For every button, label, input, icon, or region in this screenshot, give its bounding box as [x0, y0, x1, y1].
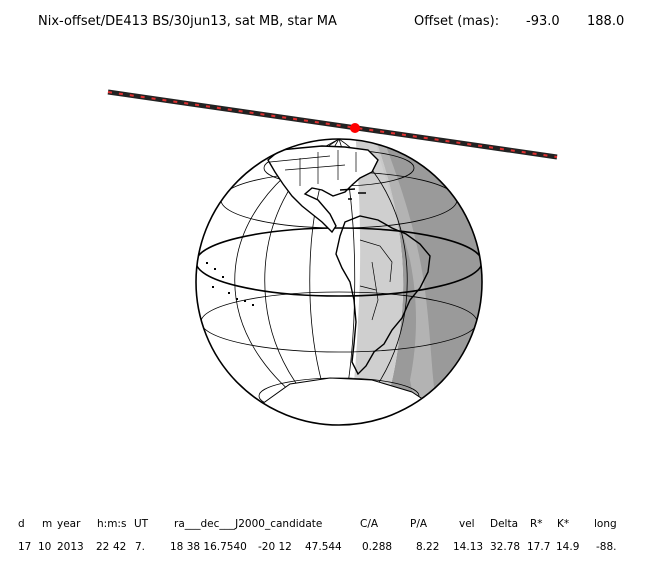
value-vel: 14.13	[453, 541, 484, 553]
value-delta: 32.78	[490, 541, 521, 553]
twilight-band-inner	[372, 139, 440, 425]
caribbean-islands	[339, 188, 366, 200]
col-header-radec: ra___dec___J2000_candidate	[174, 518, 323, 530]
equator-line	[196, 227, 482, 297]
state-borders	[269, 150, 357, 186]
col-header-day: d	[18, 518, 25, 530]
value-pa: 8.22	[416, 541, 440, 553]
value-second: 7.	[135, 541, 146, 553]
col-header-ca: C/A	[360, 518, 379, 530]
plot-title: Nix-offset/DE413 BS/30jun13, sat MB, sta…	[38, 14, 337, 29]
col-header-ut: UT	[134, 518, 149, 530]
closest-approach-marker	[350, 123, 360, 133]
value-ca: 0.288	[362, 541, 393, 553]
col-header-kstar: K*	[557, 518, 570, 530]
south-america-outline	[335, 215, 431, 376]
value-dec-deg-min: -20 12	[258, 541, 292, 553]
value-year: 2013	[57, 541, 84, 553]
shadow-track	[107, 89, 558, 160]
value-hour: 22	[96, 541, 110, 553]
value-kstar: 14.9	[556, 541, 580, 553]
value-minute: 42	[113, 541, 127, 553]
twilight-band	[348, 139, 404, 425]
value-dec-sec: 47.544	[305, 541, 342, 553]
pacific-islands	[206, 262, 254, 306]
col-header-hms: h:m:s	[97, 518, 127, 530]
col-header-month: m	[42, 518, 53, 530]
earth-limb	[195, 138, 483, 426]
value-rstar: 17.7	[527, 541, 551, 553]
value-month: 10	[38, 541, 52, 553]
col-header-vel: vel	[459, 518, 475, 530]
value-long: -88.	[596, 541, 617, 553]
col-header-delta: Delta	[490, 518, 519, 530]
col-header-rstar: R*	[530, 518, 543, 530]
north-america-outline	[267, 145, 379, 234]
col-header-long: long	[594, 518, 617, 530]
offset-label: Offset (mas):	[414, 14, 500, 29]
offset-x-value: -93.0	[526, 14, 560, 29]
col-header-pa: P/A	[410, 518, 428, 530]
offset-y-value: 188.0	[587, 14, 625, 29]
value-day: 17	[18, 541, 32, 553]
country-borders	[359, 239, 393, 321]
value-ra: 18 38 16.7540	[170, 541, 247, 553]
col-header-year: year	[57, 518, 81, 530]
